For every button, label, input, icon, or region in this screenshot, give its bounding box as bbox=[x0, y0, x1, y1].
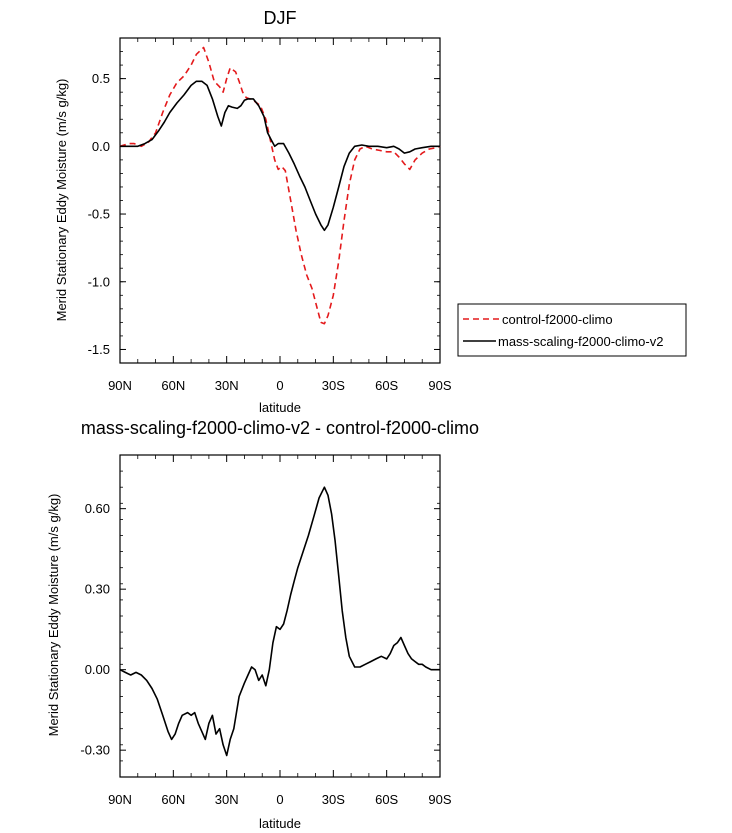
x-tick-label: 0 bbox=[276, 378, 283, 393]
y-tick-label: -1.0 bbox=[88, 274, 110, 289]
x-tick-label: 90N bbox=[108, 792, 132, 807]
chart-title: mass-scaling-f2000-climo-v2 - control-f2… bbox=[81, 418, 479, 438]
x-ticks: 90N 60N 30N 0 30S 60S 90S bbox=[108, 455, 452, 807]
y-tick-label: 0.0 bbox=[92, 139, 110, 154]
x-tick-label: 60S bbox=[375, 378, 398, 393]
y-tick-label: 0.00 bbox=[85, 662, 110, 677]
y-tick-label: 0.5 bbox=[92, 71, 110, 86]
x-tick-label: 90S bbox=[428, 792, 451, 807]
series-lines bbox=[119, 486, 440, 757]
plot-frame bbox=[119, 454, 441, 778]
x-tick-label: 30N bbox=[215, 378, 239, 393]
x-tick-label: 60S bbox=[375, 792, 398, 807]
series-line-difference bbox=[119, 486, 440, 757]
chart-title: DJF bbox=[264, 8, 297, 28]
x-axis-label: latitude bbox=[259, 816, 301, 831]
x-tick-label: 0 bbox=[276, 792, 283, 807]
x-ticks: 90N 60N 30N 0 30S 60S 90S bbox=[108, 38, 452, 393]
x-tick-label: 30S bbox=[322, 792, 345, 807]
panel-djf: DJF 0.50.0-0.5-1.0-1.5 90N 60N 30N 0 30S 60S 9… bbox=[54, 8, 687, 415]
x-tick-label: 60N bbox=[161, 378, 185, 393]
y-ticks: 0.60 0.30 0.00 -0.30 bbox=[80, 454, 440, 778]
series-line-mass-scaling-f2000-climo-v2 bbox=[120, 80, 440, 232]
x-tick-label: 90S bbox=[428, 378, 451, 393]
y-tick-label: 0.30 bbox=[85, 582, 110, 597]
legend-entry-mass-scaling: mass-scaling-f2000-climo-v2 bbox=[498, 334, 663, 349]
x-tick-label: 60N bbox=[161, 792, 185, 807]
x-tick-label: 30S bbox=[322, 378, 345, 393]
y-axis-label: Merid Stationary Eddy Moisture (m/s g/kg… bbox=[54, 79, 69, 322]
y-tick-label: -1.5 bbox=[88, 342, 110, 357]
y-tick-label: -0.5 bbox=[88, 207, 110, 222]
legend-entry-control: control-f2000-climo bbox=[502, 312, 613, 327]
x-tick-label: 30N bbox=[215, 792, 239, 807]
x-tick-label: 90N bbox=[108, 378, 132, 393]
y-tick-label: 0.60 bbox=[85, 501, 110, 516]
plot-frame bbox=[119, 37, 441, 364]
series-line-control-f2000-climo bbox=[119, 46, 441, 325]
y-ticks: 0.5 0.0 -0.5 -1.0 -1.5 bbox=[88, 37, 440, 364]
x-axis-label: latitude bbox=[259, 400, 301, 415]
series-lines bbox=[119, 46, 441, 325]
panel-difference: mass-scaling-f2000-climo-v2 - control-f2… bbox=[46, 418, 479, 831]
y-tick-label: -0.30 bbox=[80, 743, 110, 758]
y-axis-label: Merid Stationary Eddy Moisture (m/s g/kg… bbox=[46, 494, 61, 737]
legend: control-f2000-climo mass-scaling-f2000-c… bbox=[457, 303, 687, 357]
legend-box bbox=[457, 303, 687, 357]
